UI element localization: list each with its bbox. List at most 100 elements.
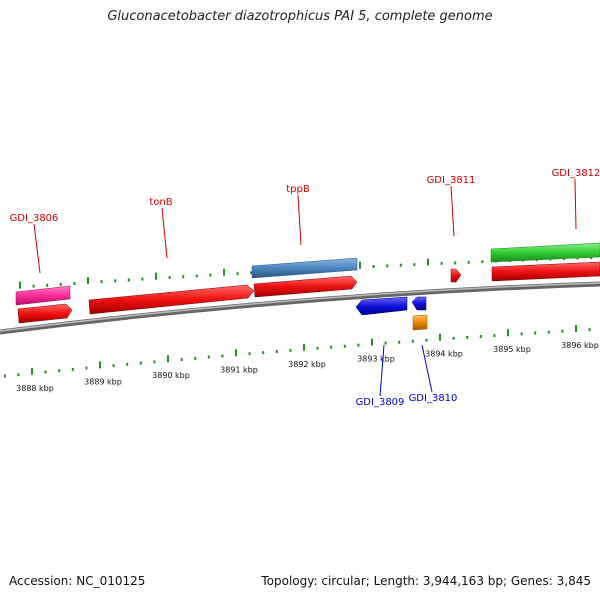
outer-minor-tick bbox=[399, 263, 402, 267]
gene-label-GDI_3806[interactable]: GDI_3806 bbox=[10, 213, 59, 224]
inner-minor-tick bbox=[248, 352, 251, 356]
outer-minor-tick bbox=[372, 265, 375, 268]
inner-minor-tick bbox=[275, 350, 278, 353]
inner-minor-tick bbox=[112, 364, 115, 368]
inner-major-tick bbox=[507, 329, 509, 337]
outer-minor-tick bbox=[481, 260, 484, 264]
outer-major-tick bbox=[87, 277, 89, 285]
outer-minor-tick bbox=[454, 261, 457, 265]
inner-minor-tick bbox=[452, 336, 455, 340]
outer-major-tick bbox=[427, 258, 429, 266]
scale-label: 3890 kbp bbox=[152, 371, 190, 380]
scale-labels: 3888 kbp 3889 kbp 3890 kbp 3891 kbp 3892 kbp… bbox=[16, 341, 599, 393]
scale-label: 3893 kbp bbox=[357, 355, 395, 364]
inner-minor-tick bbox=[139, 361, 142, 365]
inner-minor-tick bbox=[316, 346, 319, 350]
outer-minor-tick bbox=[195, 274, 198, 278]
gene-GDI_3811-cds[interactable] bbox=[450, 268, 462, 283]
outer-minor-tick bbox=[114, 279, 117, 283]
genome-backbone bbox=[0, 281, 600, 335]
gene-GDI_3806-cds[interactable] bbox=[17, 303, 73, 324]
inner-minor-tick bbox=[398, 340, 401, 344]
accession-text: Accession: NC_010125 bbox=[9, 574, 146, 588]
inner-minor-tick bbox=[384, 341, 387, 345]
inner-minor-tick bbox=[207, 355, 210, 359]
outer-minor-tick bbox=[182, 275, 185, 279]
scale-label: 3895 kbp bbox=[493, 345, 531, 354]
outer-minor-tick bbox=[100, 280, 103, 284]
inner-minor-tick bbox=[357, 343, 360, 347]
inner-major-tick bbox=[575, 325, 577, 332]
inner-minor-tick bbox=[85, 366, 88, 370]
inner-tick-marks bbox=[3, 325, 591, 378]
gene-GDI_3812-cds[interactable] bbox=[491, 261, 600, 282]
genome-backbone-highlight bbox=[0, 282, 600, 332]
scale-label: 3891 kbp bbox=[220, 365, 258, 374]
outer-minor-tick bbox=[32, 284, 35, 288]
scale-label: 3896 kbp bbox=[561, 341, 599, 350]
inner-major-tick bbox=[235, 349, 237, 357]
gene-GDI_3809-cds[interactable] bbox=[355, 296, 408, 316]
inner-minor-tick bbox=[71, 367, 74, 371]
inner-minor-tick bbox=[343, 344, 346, 348]
gene-GDI_3810-cds[interactable] bbox=[411, 296, 427, 311]
gene-GDI_3812-feature[interactable] bbox=[490, 242, 600, 263]
label-leader-GDI_3806 bbox=[33, 223, 41, 274]
outer-major-tick bbox=[359, 261, 361, 269]
label-leader-GDI_3810 bbox=[421, 344, 433, 393]
inner-major-tick bbox=[99, 361, 101, 369]
inner-minor-tick bbox=[411, 339, 414, 343]
outer-minor-tick bbox=[209, 273, 212, 277]
gene-label-GDI_3810[interactable]: GDI_3810 bbox=[409, 393, 458, 404]
outer-minor-tick bbox=[59, 282, 62, 286]
inner-minor-tick bbox=[58, 369, 61, 373]
inner-minor-tick bbox=[425, 338, 428, 342]
inner-minor-tick bbox=[520, 332, 523, 336]
inner-major-tick bbox=[31, 367, 33, 375]
gene-tppB-cds[interactable] bbox=[253, 275, 358, 298]
outer-major-tick bbox=[223, 268, 225, 276]
inner-minor-tick bbox=[466, 335, 469, 339]
outer-minor-tick bbox=[168, 276, 171, 279]
outer-minor-tick bbox=[127, 278, 130, 282]
inner-minor-tick bbox=[534, 331, 537, 335]
inner-major-tick bbox=[371, 338, 373, 346]
inner-minor-tick bbox=[126, 362, 129, 366]
inner-minor-tick bbox=[44, 370, 47, 374]
label-leader-GDI_3812 bbox=[574, 178, 577, 230]
gene-GDI_3806-feature[interactable] bbox=[15, 285, 71, 306]
inner-minor-tick bbox=[17, 373, 20, 377]
outer-minor-tick bbox=[440, 261, 443, 265]
outer-minor-tick bbox=[73, 282, 76, 285]
scale-label: 3892 kbp bbox=[288, 360, 326, 369]
gene-tonB-cds[interactable] bbox=[88, 284, 255, 315]
inner-minor-tick bbox=[561, 329, 564, 333]
outer-minor-tick bbox=[141, 277, 144, 281]
outer-minor-tick bbox=[386, 264, 389, 268]
label-leader-GDI_3811 bbox=[450, 185, 455, 237]
inner-major-tick bbox=[167, 355, 169, 363]
label-leader-tppB bbox=[297, 194, 302, 246]
inner-major-tick bbox=[303, 343, 305, 351]
label-leader-GDI_3809 bbox=[379, 344, 385, 397]
inner-minor-tick bbox=[479, 335, 482, 338]
gene-label-GDI_3812[interactable]: GDI_3812 bbox=[552, 168, 600, 179]
outer-minor-tick bbox=[250, 271, 253, 275]
gene-tppB-feature[interactable] bbox=[251, 257, 358, 279]
outer-minor-tick bbox=[46, 283, 49, 287]
gene-label-GDI_3809[interactable]: GDI_3809 bbox=[356, 397, 405, 408]
inner-minor-tick bbox=[262, 351, 265, 355]
gene-label-tonB[interactable]: tonB bbox=[149, 197, 172, 208]
scale-label: 3888 kbp bbox=[16, 384, 54, 393]
inner-major-tick bbox=[439, 333, 441, 341]
label-leader-tonB bbox=[161, 207, 168, 259]
map-title: Gluconacetobacter diazotrophicus PAI 5, … bbox=[107, 9, 493, 24]
outer-minor-tick bbox=[467, 260, 470, 264]
inner-minor-tick bbox=[3, 374, 6, 378]
scale-label: 3889 kbp bbox=[84, 377, 122, 386]
gene-GDI_3810-feature[interactable] bbox=[412, 314, 428, 331]
gene-label-tppB[interactable]: tppB bbox=[286, 184, 310, 195]
inner-minor-tick bbox=[330, 345, 333, 349]
gene-label-GDI_3811[interactable]: GDI_3811 bbox=[427, 175, 476, 186]
inner-minor-tick bbox=[547, 330, 550, 334]
